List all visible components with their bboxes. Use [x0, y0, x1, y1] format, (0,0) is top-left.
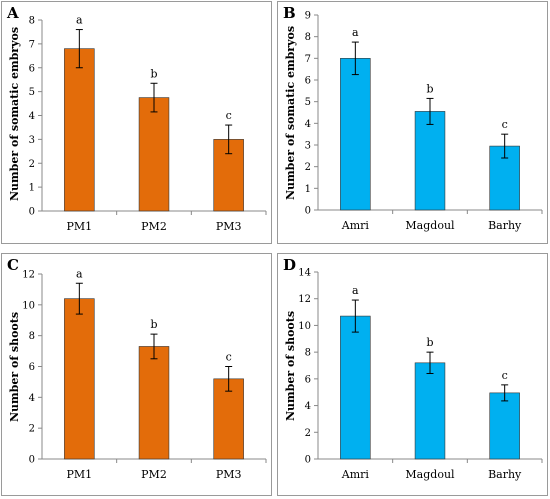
- x-category-label: Amri: [341, 468, 370, 481]
- y-tick-label: 0: [305, 455, 311, 466]
- bar-amri: [340, 58, 371, 211]
- x-category-label: PM2: [141, 468, 167, 481]
- bar-pm3: [213, 378, 244, 460]
- y-tick-label: 8: [29, 16, 35, 27]
- y-tick-label: 2: [29, 424, 35, 435]
- y-axis-title: Number of somatic embryos: [284, 26, 297, 200]
- y-tick-label: 4: [305, 401, 311, 412]
- y-tick-label: 12: [22, 270, 35, 281]
- chart-svg-b: B 0 1 2 3 4 5 6 7 8 9 Number of somatic embryos a Amr…: [283, 4, 543, 232]
- significance-letter: b: [150, 318, 157, 331]
- y-tick-label: 6: [305, 374, 311, 385]
- y-tick-label: 2: [29, 159, 35, 170]
- x-category-label: Amri: [341, 219, 370, 232]
- significance-letter: b: [150, 67, 157, 80]
- y-tick-label: 8: [305, 348, 311, 359]
- x-category-label: Barhy: [488, 219, 522, 232]
- y-tick-label: 1: [305, 184, 311, 195]
- y-tick-label: 3: [29, 135, 35, 146]
- bar-pm1: [64, 298, 95, 460]
- significance-letter: a: [76, 267, 83, 280]
- panel-letter: D: [283, 256, 296, 274]
- x-category-label: PM3: [216, 468, 242, 481]
- y-tick-label: 6: [29, 63, 35, 74]
- x-category-label: PM1: [66, 468, 92, 481]
- chart-svg-c: C 0 2 4 6 8 10 12 Number of shoots a PM1 b PM2 c PM3: [7, 256, 267, 481]
- y-tick-label: 7: [29, 39, 35, 50]
- chart-panel-c: C 0 2 4 6 8 10 12 Number of shoots a PM1 b PM2 c PM3: [1, 253, 272, 496]
- bar-pm2: [138, 346, 170, 460]
- y-tick-label: 7: [305, 54, 311, 65]
- y-axis-title: Number of somatic embryos: [8, 27, 21, 201]
- significance-letter: a: [352, 26, 359, 39]
- y-tick-label: 0: [305, 206, 311, 217]
- bar-amri: [340, 315, 371, 460]
- panel-letter: B: [283, 4, 296, 22]
- y-axis-title: Number of shoots: [8, 312, 21, 422]
- x-category-label: Barhy: [488, 468, 522, 481]
- x-category-label: Magdoul: [405, 468, 455, 481]
- y-tick-label: 2: [305, 162, 311, 173]
- y-tick-label: 0: [29, 455, 35, 466]
- chart-panel-b: B 0 1 2 3 4 5 6 7 8 9 Number of somatic embryos a Amr…: [277, 1, 548, 244]
- y-tick-label: 4: [305, 119, 311, 130]
- y-tick-label: 4: [29, 111, 35, 122]
- y-tick-label: 1: [29, 183, 35, 194]
- y-tick-label: 5: [29, 87, 35, 98]
- y-tick-label: 6: [29, 362, 35, 373]
- y-tick-label: 6: [305, 76, 311, 87]
- significance-letter: b: [426, 82, 433, 95]
- y-tick-label: 2: [305, 428, 311, 439]
- y-axis-title: Number of shoots: [284, 311, 297, 421]
- y-tick-label: 12: [298, 294, 311, 305]
- bar-pm2: [138, 97, 170, 212]
- chart-svg-d: D 0 2 4 6 8 10 12 14 Number of shoots a Amri b Magdou…: [283, 256, 543, 481]
- y-tick-label: 10: [298, 321, 311, 332]
- y-tick-label: 8: [305, 32, 311, 43]
- x-category-label: Magdoul: [405, 219, 455, 232]
- significance-letter: a: [352, 284, 359, 297]
- panel-letter: A: [6, 4, 19, 22]
- y-tick-label: 4: [29, 393, 35, 404]
- y-tick-label: 10: [22, 300, 35, 311]
- chart-panel-d: D 0 2 4 6 8 10 12 14 Number of shoots a Amri b Magdou…: [277, 253, 548, 496]
- chart-panel-a: A 0 1 2 3 4 5 6 7 8 Number of somatic embryos a PM1 b…: [1, 1, 272, 244]
- chart-svg-a: A 0 1 2 3 4 5 6 7 8 Number of somatic embryos a PM1 b…: [6, 4, 267, 233]
- bar-pm1: [64, 48, 95, 212]
- significance-letter: c: [226, 351, 232, 364]
- y-tick-label: 14: [298, 268, 311, 279]
- bar-magdoul: [414, 111, 446, 211]
- significance-letter: c: [502, 118, 508, 131]
- panel-letter: C: [7, 256, 19, 274]
- y-tick-label: 5: [305, 97, 311, 108]
- x-category-label: PM1: [66, 220, 92, 233]
- y-tick-label: 9: [305, 11, 311, 22]
- significance-letter: c: [226, 109, 232, 122]
- bar-barhy: [489, 392, 520, 460]
- y-tick-label: 0: [29, 207, 35, 218]
- bar-magdoul: [414, 362, 446, 460]
- y-tick-label: 3: [305, 141, 311, 152]
- significance-letter: b: [426, 336, 433, 349]
- y-tick-label: 8: [29, 331, 35, 342]
- significance-letter: c: [502, 369, 508, 382]
- significance-letter: a: [76, 14, 83, 27]
- x-category-label: PM2: [141, 220, 167, 233]
- x-category-label: PM3: [216, 220, 242, 233]
